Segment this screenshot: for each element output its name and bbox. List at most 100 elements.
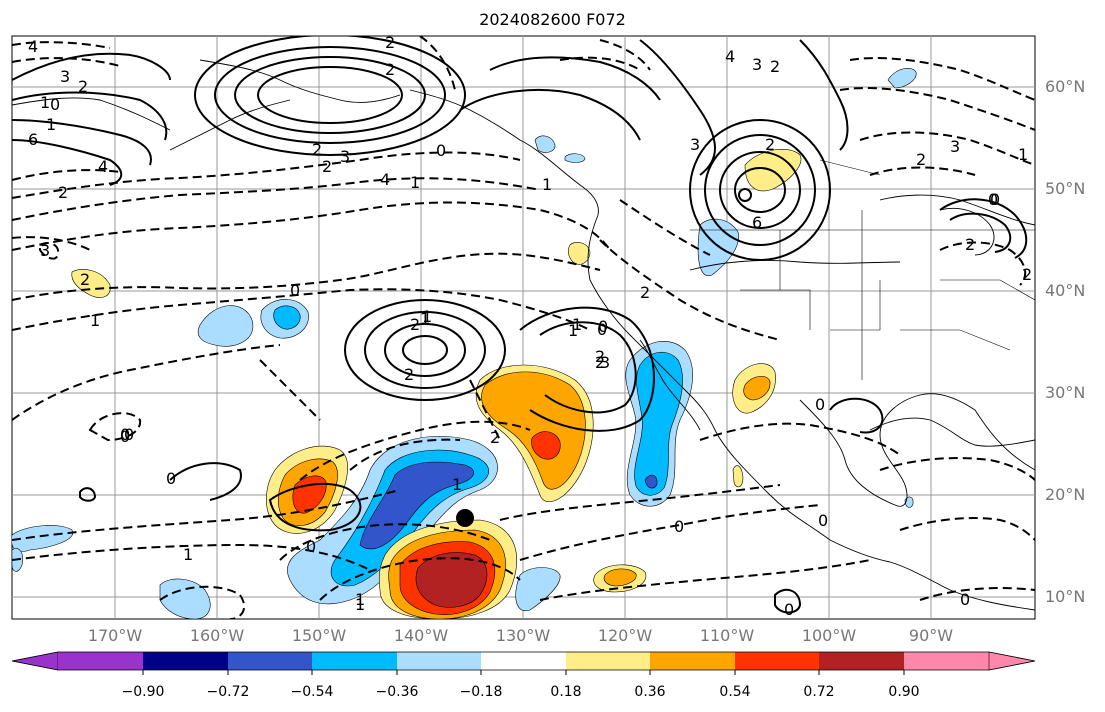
colorbar-outline: [11, 651, 1036, 671]
contour-label: 0: [124, 425, 134, 444]
colorbar-segment: [58, 652, 143, 670]
map-title: 2024082600 F072: [479, 10, 626, 29]
contour-label: 3: [752, 55, 762, 74]
colorbar-tick-label: 0.18: [550, 684, 582, 700]
contour-label: 2: [322, 157, 332, 176]
colorbar-tick-label: 0.36: [634, 684, 666, 700]
contour-label: 1: [410, 173, 420, 192]
colorbar-segment: [566, 652, 650, 670]
contour-label: 0: [674, 517, 684, 536]
colorbar-segment: [904, 652, 989, 670]
colorbar-segment: [988, 651, 1036, 671]
lon-label: 140°W: [393, 626, 449, 645]
contour-label: 1: [90, 311, 100, 330]
colorbar-segment: [143, 652, 228, 670]
lat-label: 50°N: [1045, 179, 1086, 198]
contour-label: 0: [120, 427, 130, 446]
contour-label: 2: [80, 270, 90, 289]
contour-label: 3: [690, 135, 700, 154]
colorbar-segment: [481, 652, 566, 670]
contour-label: 2: [640, 283, 650, 302]
contour-label: 2: [385, 60, 395, 79]
contour-label: 0: [166, 469, 176, 488]
colorbar: [11, 651, 1036, 675]
contour-label: 0: [50, 95, 60, 114]
contour-label: 3: [600, 353, 610, 372]
lon-label: 150°W: [291, 626, 347, 645]
lat-label: 30°N: [1045, 383, 1086, 402]
contour-label: 4: [28, 37, 38, 56]
colorbar-tick-label: −0.90: [121, 684, 165, 700]
contour-label: 0: [290, 281, 300, 300]
contour-label: 1: [1018, 145, 1028, 164]
contour-label: 1: [420, 309, 430, 328]
contour-label: 2: [490, 428, 500, 447]
contour-label: 3: [950, 137, 960, 156]
contour-label: 3: [40, 241, 50, 260]
contour-label: 2: [595, 353, 605, 372]
contour-label: 0: [960, 590, 970, 609]
contour-label: 0: [988, 190, 998, 209]
lon-label: 130°W: [495, 626, 551, 645]
contour-label: 2: [770, 57, 780, 76]
contour-label: 0: [597, 320, 607, 339]
colorbar-segment: [650, 652, 735, 670]
colorbar-segment: [735, 652, 819, 670]
contour-label: 1: [452, 475, 462, 494]
colorbar-tick-label: 0.90: [888, 684, 920, 700]
colorbar-segment: [819, 652, 904, 670]
contour-label: 6: [752, 213, 762, 232]
contour-label: 0: [436, 141, 446, 160]
lat-label: 10°N: [1045, 587, 1086, 606]
contour-label: 4: [98, 157, 108, 176]
contour-label: 2: [965, 235, 975, 254]
contour-label: 2: [404, 365, 414, 384]
colorbar-tick-label: −0.54: [290, 684, 334, 700]
contour-label: 1: [422, 307, 432, 326]
contour-label: 4: [725, 47, 735, 66]
lon-label: 90°W: [908, 626, 954, 645]
colorbar-tick-label: 0.54: [719, 684, 751, 700]
contour-label: 0: [784, 600, 794, 619]
lat-label: 20°N: [1045, 485, 1086, 504]
contour-label: 2: [58, 183, 68, 202]
lon-label: 160°W: [189, 626, 245, 645]
lon-label: 120°W: [597, 626, 653, 645]
contour-label: 0: [818, 511, 828, 530]
contour-label: 2: [385, 33, 395, 52]
colorbar-segment: [228, 652, 312, 670]
contour-label: 1: [572, 315, 582, 334]
colorbar-tick-label: −0.36: [375, 684, 419, 700]
colorbar-segment: [397, 652, 481, 670]
contour-label: 1: [568, 321, 578, 340]
contour-label: 1: [542, 175, 552, 194]
contour-label: 2: [312, 140, 322, 159]
contour-label: 2: [916, 150, 926, 169]
contour-label: 2: [1022, 265, 1032, 284]
contour-label: 3: [60, 67, 70, 86]
contour-label: 2: [765, 135, 775, 154]
colorbar-segment: [11, 651, 59, 671]
contour-label: 1: [355, 590, 365, 609]
contour-label: 0: [120, 425, 130, 444]
contour-label: 0: [598, 317, 608, 336]
contour-label: 1: [40, 93, 50, 112]
contour-label: 0: [306, 537, 316, 556]
contour-label: 0: [815, 395, 825, 414]
colorbar-segment: [312, 652, 397, 670]
colorbar-tick-label: −0.72: [206, 684, 250, 700]
lat-label: 60°N: [1045, 77, 1086, 96]
contour-label: 1: [355, 595, 365, 614]
lon-label: 170°W: [87, 626, 143, 645]
colorbar-tick-label: −0.18: [459, 684, 503, 700]
contour-label: 1: [183, 545, 193, 564]
contour-label: 0: [990, 190, 1000, 209]
contour-label: 2: [410, 315, 420, 334]
dashed-contours: [12, 36, 1035, 619]
lon-label: 100°W: [801, 626, 857, 645]
coastlines: [12, 59, 1035, 611]
contour-label: 2: [78, 77, 88, 96]
contour-label: 4: [380, 170, 390, 189]
contour-label: 1: [46, 115, 56, 134]
